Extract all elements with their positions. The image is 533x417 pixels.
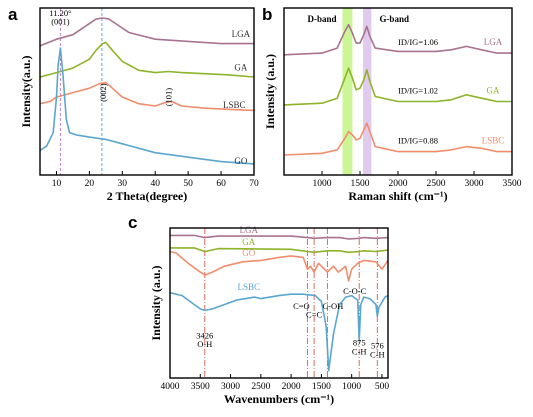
ratio-label: ID/IG=1.02: [398, 86, 438, 96]
series-label: LGA: [239, 225, 258, 235]
x-axis-label: Wavenumbers (cm⁻¹): [224, 392, 334, 406]
series-label: LGA: [484, 37, 503, 47]
x-tick-label: 2500: [427, 179, 446, 189]
series-label: LSBC: [482, 136, 505, 146]
band-label-g: G-band: [379, 14, 409, 24]
annotation: O-H: [197, 339, 212, 349]
series-lsbc-line: [283, 122, 512, 156]
band-label-d: D-band: [307, 14, 336, 24]
x-tick-label: 10: [52, 179, 62, 189]
x-tick-label: 1000: [342, 382, 361, 392]
plot-frame: [283, 7, 513, 176]
annotation: C=C: [306, 310, 322, 320]
chart-panel-a: LGA GA LSBC GO 11.20°(001) (002) (101) 10 20 30 40…: [19, 7, 259, 203]
annotation: 576: [371, 341, 384, 351]
x-tick-label: 50: [183, 179, 193, 189]
x-tick-label: 4000: [161, 382, 180, 392]
series-lga-line: [39, 17, 254, 47]
annotation: C-O-C: [343, 286, 366, 296]
x-tick-label: 60: [216, 179, 226, 189]
chart-panel-c: LGAGAGOLSBC3426O-HC=OC=CC-OHC-O-C875C-H5…: [149, 225, 389, 406]
panel-label-c: c: [128, 213, 137, 232]
series-lga-line: [283, 23, 512, 56]
chart-panel-b: D-band G-band LGA ID/IG=1.06 GA ID/IG=1.02 LSB…: [263, 7, 522, 203]
x-axis-label: 2 Theta(degree): [107, 189, 188, 203]
series-ga-line: [39, 41, 255, 78]
x-tick-label: 2000: [282, 382, 301, 392]
series-label: GO: [234, 156, 247, 166]
highlight-band: [363, 8, 372, 175]
series-lsbc-line: [39, 81, 255, 112]
x-axis-label: Raman shift (cm⁻¹): [348, 189, 447, 203]
x-tick-label: 3500: [191, 382, 210, 392]
panel-label-b: b: [262, 5, 272, 24]
ratio-label: ID/IG=1.06: [398, 37, 438, 47]
annotation: C=O: [293, 301, 310, 311]
x-tick-label: 2500: [251, 382, 270, 392]
x-tick-label: 500: [375, 382, 390, 392]
series-label: GA: [487, 86, 500, 96]
x-tick-label: 40: [150, 179, 160, 189]
annotation: 3426: [196, 330, 213, 340]
highlight-band: [342, 8, 353, 175]
series-label: GA: [234, 62, 247, 72]
x-tick-label: 1500: [312, 382, 331, 392]
series-go-line: [169, 250, 389, 282]
series-label: LGA: [232, 29, 251, 39]
series-label: LSBC: [237, 282, 260, 292]
x-tick-label: 30: [118, 179, 128, 189]
annotation: (101): [164, 88, 174, 107]
x-tick-label: 3000: [465, 179, 484, 189]
annotation: C-OH: [323, 301, 344, 311]
series-lsbc-line: [169, 291, 389, 372]
y-axis-label: Intensity (a.u.): [263, 54, 277, 129]
series-label: GA: [242, 237, 255, 247]
x-tick-label: 1000: [313, 179, 332, 189]
plot-frame: [39, 7, 255, 176]
annotation: C-H: [352, 346, 367, 356]
series-label: GO: [242, 248, 255, 258]
y-axis-label: Intensity(a.u.): [19, 55, 33, 127]
x-tick-label: 2000: [389, 179, 408, 189]
annotation: C-H: [370, 349, 385, 359]
ratio-label: ID/IG=0.88: [398, 136, 438, 146]
x-tick-label: 70: [249, 179, 259, 189]
x-tick-label: 20: [85, 179, 95, 189]
x-tick-label: 3000: [221, 382, 240, 392]
plot-frame: [169, 227, 389, 379]
panel-label-a: a: [8, 5, 18, 24]
x-tick-label: 1500: [351, 179, 370, 189]
series-lga-line: [170, 234, 389, 240]
series-label: LSBC: [223, 100, 246, 110]
annotation: 11.20°: [49, 8, 71, 18]
series-ga-line: [283, 67, 512, 106]
series-go-line: [39, 47, 255, 165]
series-ga-line: [170, 247, 389, 254]
x-tick-label: 3500: [503, 179, 522, 189]
annotation: (002): [98, 83, 108, 102]
annotation: 875: [353, 338, 366, 348]
y-axis-label: Intensity (a.u.): [149, 265, 163, 340]
annotation: (001): [51, 17, 70, 27]
